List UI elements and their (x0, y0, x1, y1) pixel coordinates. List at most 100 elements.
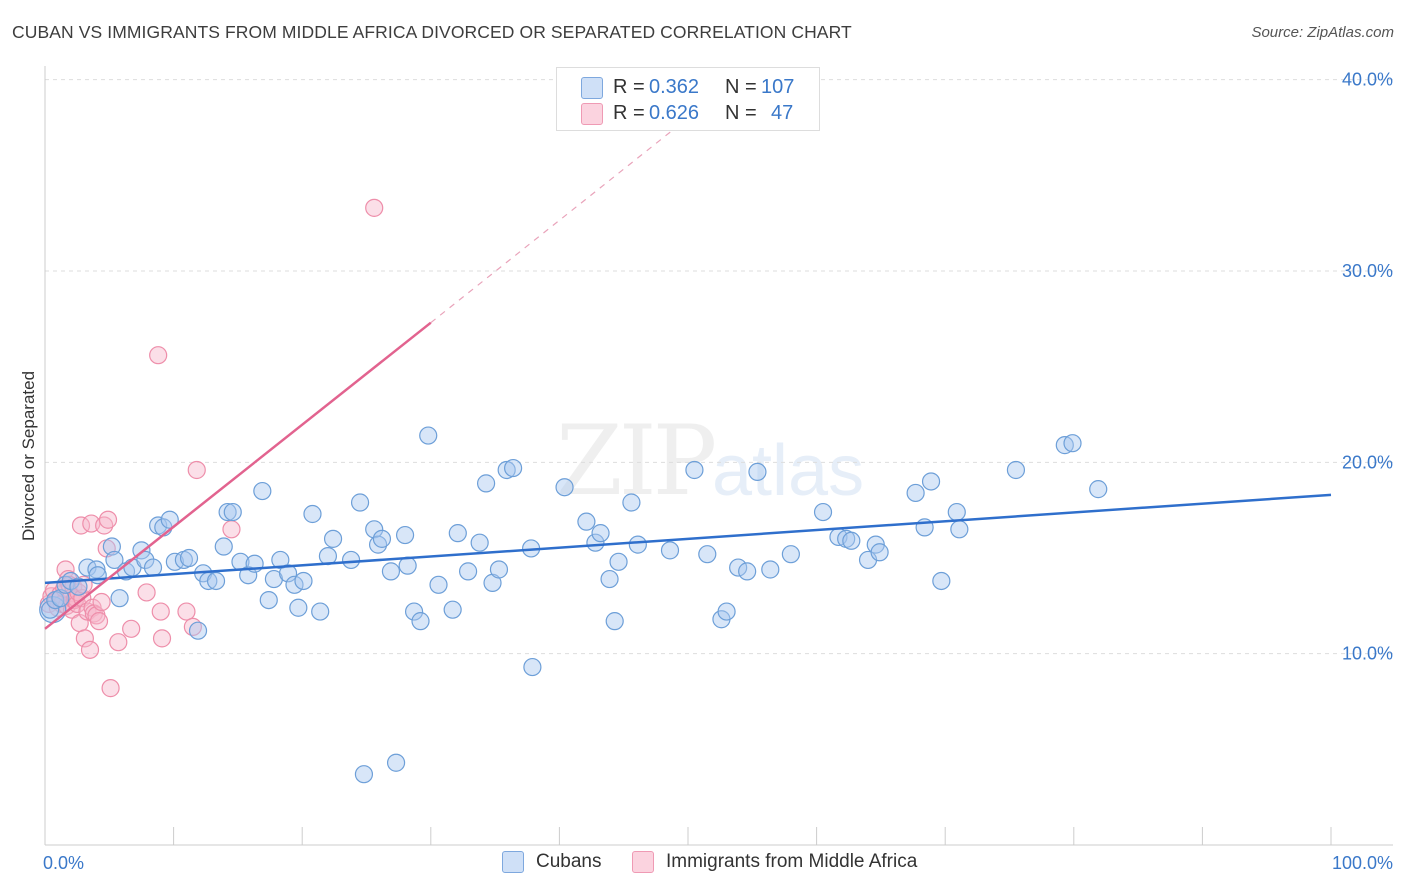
data-point-cubans (523, 657, 542, 677)
data-point-cubans (947, 502, 966, 522)
axis-layer: 10.0% 20.0% 30.0% 40.0% 0.0% 100.0% (43, 66, 1393, 873)
data-point-cubans (110, 589, 129, 608)
data-point-cubans (419, 426, 438, 445)
trend-lines (44, 117, 1332, 630)
data-point-cubans (748, 462, 767, 482)
data-point-cubans (51, 589, 70, 608)
data-point-middle-africa (89, 612, 109, 631)
data-point-middle-africa (365, 198, 384, 217)
y-tick-label: 20.0% (1342, 452, 1393, 472)
data-point-cubans (605, 612, 624, 631)
data-point-cubans (350, 493, 370, 512)
series-middle-africa-points (39, 198, 384, 698)
data-point-middle-africa (222, 520, 241, 539)
data-point-cubans (1063, 434, 1082, 453)
data-point-cubans (906, 483, 925, 503)
data-point-cubans (411, 612, 430, 631)
data-point-cubans (381, 562, 401, 581)
data-point-cubans (476, 474, 496, 493)
data-point-cubans (842, 531, 861, 550)
data-point-cubans (1006, 460, 1026, 480)
data-point-cubans (102, 537, 121, 556)
data-point-cubans (622, 493, 641, 512)
series-cubans-points (39, 426, 1108, 784)
data-point-cubans (179, 548, 199, 568)
data-point-middle-africa (98, 510, 118, 529)
data-point-cubans (698, 545, 717, 564)
data-point-cubans (294, 571, 313, 591)
data-point-middle-africa (75, 629, 94, 648)
data-point-middle-africa (80, 640, 100, 659)
data-point-cubans (600, 569, 619, 589)
data-point-middle-africa (137, 583, 156, 602)
data-point-cubans (311, 602, 330, 621)
stats-n-value: 107 (761, 75, 795, 98)
data-point-cubans (69, 577, 88, 596)
stats-r-label: R = (613, 101, 645, 124)
data-point-cubans (921, 472, 941, 491)
legend-item-middle-africa[interactable]: Immigrants from Middle Africa (632, 851, 917, 873)
data-point-cubans (577, 512, 596, 531)
data-point-cubans (78, 558, 97, 577)
data-point-cubans (218, 502, 237, 522)
data-point-cubans (555, 478, 574, 497)
data-point-middle-africa (152, 629, 172, 648)
data-point-cubans (1089, 480, 1108, 499)
data-point-cubans (660, 541, 680, 560)
y-tick-label: 30.0% (1342, 261, 1393, 281)
data-point-cubans (365, 520, 384, 539)
legend-swatch-middle-africa (632, 851, 654, 873)
data-point-cubans (278, 564, 298, 583)
data-point-cubans (323, 529, 343, 548)
data-point-cubans (303, 504, 322, 524)
data-point-cubans (429, 575, 448, 594)
y-tick-label: 10.0% (1342, 644, 1393, 664)
legend-swatch-cubans (502, 851, 524, 873)
data-point-cubans (239, 566, 258, 585)
x-tick-label: 100.0% (1332, 853, 1393, 873)
data-point-cubans (443, 600, 462, 619)
data-point-cubans (259, 590, 278, 610)
data-point-middle-africa (177, 602, 196, 621)
data-point-cubans (813, 502, 833, 522)
data-point-middle-africa (101, 679, 120, 698)
data-point-cubans (685, 460, 704, 480)
data-point-cubans (761, 560, 780, 579)
data-point-cubans (271, 550, 290, 570)
data-point-cubans (253, 481, 272, 501)
data-point-cubans (489, 560, 509, 579)
legend-label-cubans: Cubans (536, 851, 602, 872)
data-point-cubans (214, 537, 233, 556)
trend-line-middle-africa-extension (430, 117, 689, 324)
data-point-cubans (354, 765, 374, 784)
watermark-zip: ZIP (556, 405, 717, 517)
data-point-cubans (950, 520, 969, 539)
data-point-cubans (105, 550, 124, 570)
data-point-cubans (285, 575, 304, 594)
legend-item-cubans[interactable]: Cubans (502, 851, 602, 873)
data-point-cubans (591, 524, 610, 543)
stats-n-value: 47 (771, 101, 794, 124)
data-point-cubans (628, 535, 647, 554)
legend-swatch-cubans (581, 77, 603, 99)
data-point-cubans (41, 600, 60, 619)
legend-swatch-middle-africa (581, 103, 603, 125)
data-point-cubans (404, 602, 424, 621)
data-point-middle-africa (92, 592, 111, 612)
data-point-cubans (717, 602, 736, 621)
x-tick-label: 0.0% (43, 853, 84, 873)
data-point-middle-africa (122, 619, 141, 638)
data-point-cubans (143, 558, 163, 577)
data-point-middle-africa (149, 346, 168, 365)
data-point-cubans (448, 524, 467, 543)
stats-r-value: 0.626 (649, 101, 700, 124)
data-point-cubans (206, 571, 226, 591)
trend-line-middle-africa (44, 321, 432, 630)
data-point-middle-africa (109, 633, 128, 652)
data-point-cubans (395, 525, 415, 545)
data-point-cubans (729, 558, 748, 577)
data-point-cubans (386, 753, 406, 772)
data-point-cubans (223, 502, 242, 522)
data-point-cubans (586, 533, 605, 552)
